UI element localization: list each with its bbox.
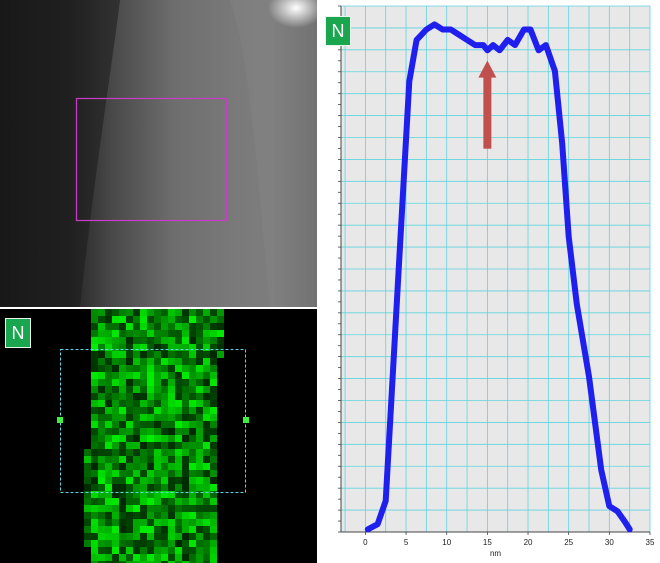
line-profile-panel: 0 5 10 15 20 25 30 35 nm N — [317, 0, 660, 563]
x-tick-label: 25 — [564, 538, 573, 547]
x-axis-label: nm — [490, 549, 501, 558]
x-tick-label: 35 — [646, 538, 655, 547]
element-map-panel: N — [0, 309, 317, 563]
element-map — [57, 309, 249, 563]
selection-handle-left[interactable] — [57, 417, 63, 423]
x-tick-label: 20 — [524, 538, 533, 547]
line-profile-chart: 0 5 10 15 20 25 30 35 nm — [317, 0, 660, 563]
selection-handle-right[interactable] — [243, 417, 249, 423]
roi-rectangle[interactable] — [75, 97, 228, 222]
x-tick-label: 0 — [363, 538, 368, 547]
x-tick-label: 30 — [605, 538, 614, 547]
valley-arrow — [478, 60, 497, 149]
profile-series-line — [364, 21, 633, 533]
plot-element-badge: N — [325, 16, 351, 46]
map-element-badge: N — [5, 318, 31, 348]
x-tick-label: 5 — [404, 538, 409, 547]
tem-image-panel — [0, 0, 317, 307]
x-tick-label: 15 — [483, 538, 492, 547]
x-tick-label: 10 — [442, 538, 451, 547]
tem-image — [0, 0, 317, 307]
